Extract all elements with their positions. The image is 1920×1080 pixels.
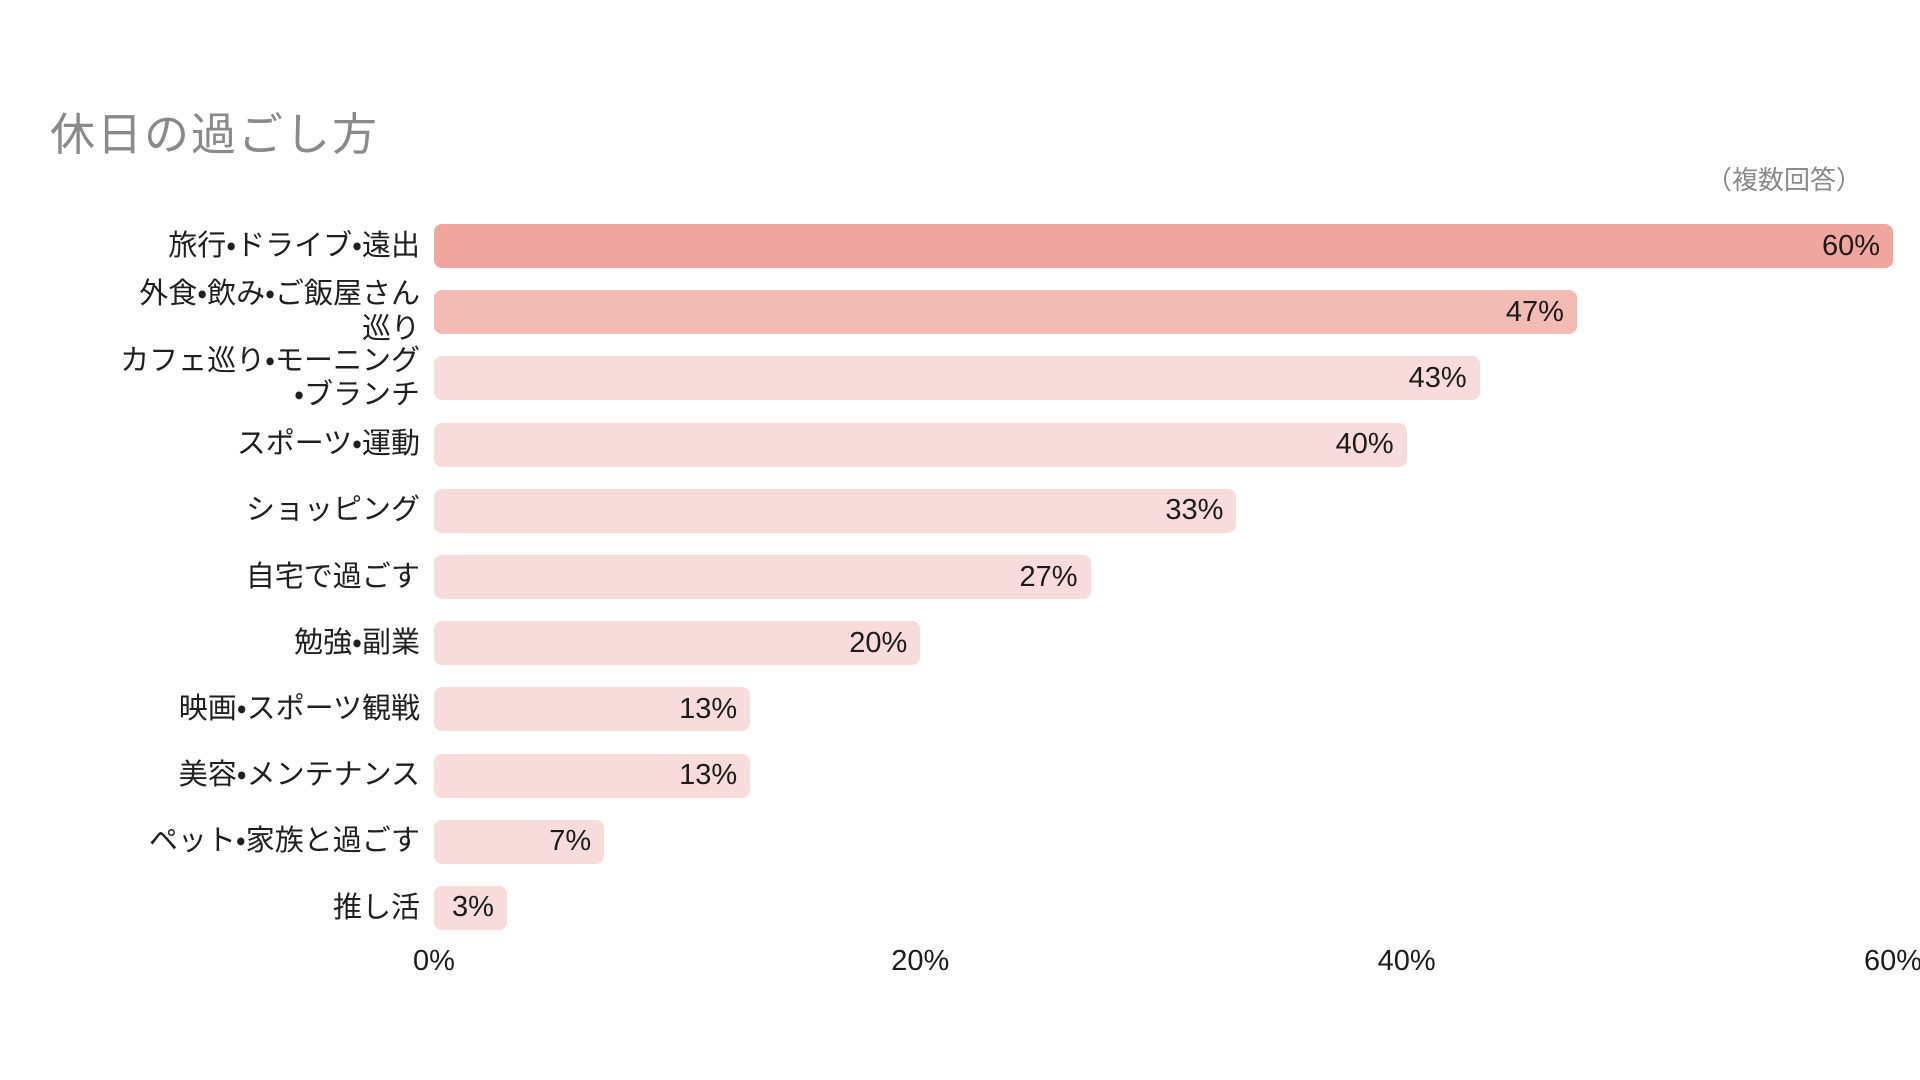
category-label: スポーツ・運動 <box>236 428 420 461</box>
value-label: 13% <box>679 759 738 792</box>
bar: 20% <box>434 621 921 666</box>
value-label: 43% <box>1408 361 1467 394</box>
bar-track: 40% <box>434 422 1893 467</box>
bar-row: 勉強・副業 20% <box>0 610 1920 676</box>
value-label: 40% <box>1335 428 1394 461</box>
bar-track: 27% <box>434 555 1893 600</box>
bar-row: カフェ巡り・モーニング ・ブランチ 43% <box>0 345 1920 411</box>
bar-row: 映画・スポーツ観戦 13% <box>0 676 1920 742</box>
bar-track: 20% <box>434 621 1893 666</box>
x-tick: 20% <box>891 945 950 977</box>
value-label: 47% <box>1505 295 1564 328</box>
bar: 27% <box>434 555 1091 600</box>
category-label: 外食・飲み・ご飯屋さん 巡り <box>139 278 420 346</box>
bar: 33% <box>434 488 1237 533</box>
category-label: ショッピング <box>245 494 420 527</box>
chart-title: 休日の過ごし方 <box>50 109 380 160</box>
bar: 13% <box>434 687 751 732</box>
bar-track: 3% <box>434 885 1893 930</box>
value-label: 20% <box>849 626 908 659</box>
bar-track: 13% <box>434 753 1893 798</box>
bar-row: 外食・飲み・ご飯屋さん 巡り 47% <box>0 278 1920 346</box>
bar: 7% <box>434 819 605 864</box>
bar: 43% <box>434 356 1480 401</box>
bar-row: 美容・メンテナンス 13% <box>0 743 1920 809</box>
category-label: 自宅で過ごす <box>245 560 420 593</box>
x-tick: 40% <box>1377 945 1436 977</box>
bar-row: 旅行・ドライブ・遠出 60% <box>0 213 1920 279</box>
bar-track: 47% <box>434 290 1893 335</box>
value-label: 7% <box>549 825 592 858</box>
bar-track: 43% <box>434 356 1893 401</box>
bar-chart: 旅行・ドライブ・遠出 60% 外食・飲み・ご飯屋さん 巡り 47% カフェ巡り・… <box>0 213 1920 941</box>
value-label: 13% <box>679 692 738 725</box>
x-tick: 60% <box>1863 945 1920 977</box>
value-label: 27% <box>1019 560 1078 593</box>
x-tick: 0% <box>413 945 455 977</box>
category-label: 映画・スポーツ観戦 <box>178 693 420 725</box>
bar-track: 13% <box>434 687 1893 732</box>
bar: 40% <box>434 422 1407 467</box>
value-label: 3% <box>452 891 494 924</box>
bar-row: 推し活 3% <box>0 875 1920 941</box>
category-label: 美容・メンテナンス <box>178 759 420 792</box>
bar-track: 33% <box>434 488 1893 533</box>
bar-row: ショッピング 33% <box>0 478 1920 544</box>
bar-row: ペット・家族と過ごす 7% <box>0 809 1920 875</box>
value-label: 60% <box>1821 229 1880 262</box>
bar-row: スポーツ・運動 40% <box>0 412 1920 478</box>
category-label: 旅行・ドライブ・遠出 <box>168 229 420 262</box>
category-label: ペット・家族と過ごす <box>148 825 420 858</box>
value-label: 33% <box>1165 494 1224 527</box>
bar: 60% <box>434 224 1893 269</box>
bar-track: 7% <box>434 819 1893 864</box>
bar: 13% <box>434 753 751 798</box>
category-label: カフェ巡り・モーニング ・ブランチ <box>120 344 420 412</box>
category-label: 推し活 <box>332 891 420 924</box>
bar-track: 60% <box>434 224 1893 269</box>
multiple-answer-note: （複数回答） <box>1705 165 1862 195</box>
category-label: 勉強・副業 <box>294 626 420 659</box>
x-axis: 0% 20% 40% 60% <box>413 945 1920 985</box>
bar: 3% <box>434 885 507 930</box>
bar: 47% <box>434 290 1577 335</box>
bar-row: 自宅で過ごす 27% <box>0 544 1920 610</box>
